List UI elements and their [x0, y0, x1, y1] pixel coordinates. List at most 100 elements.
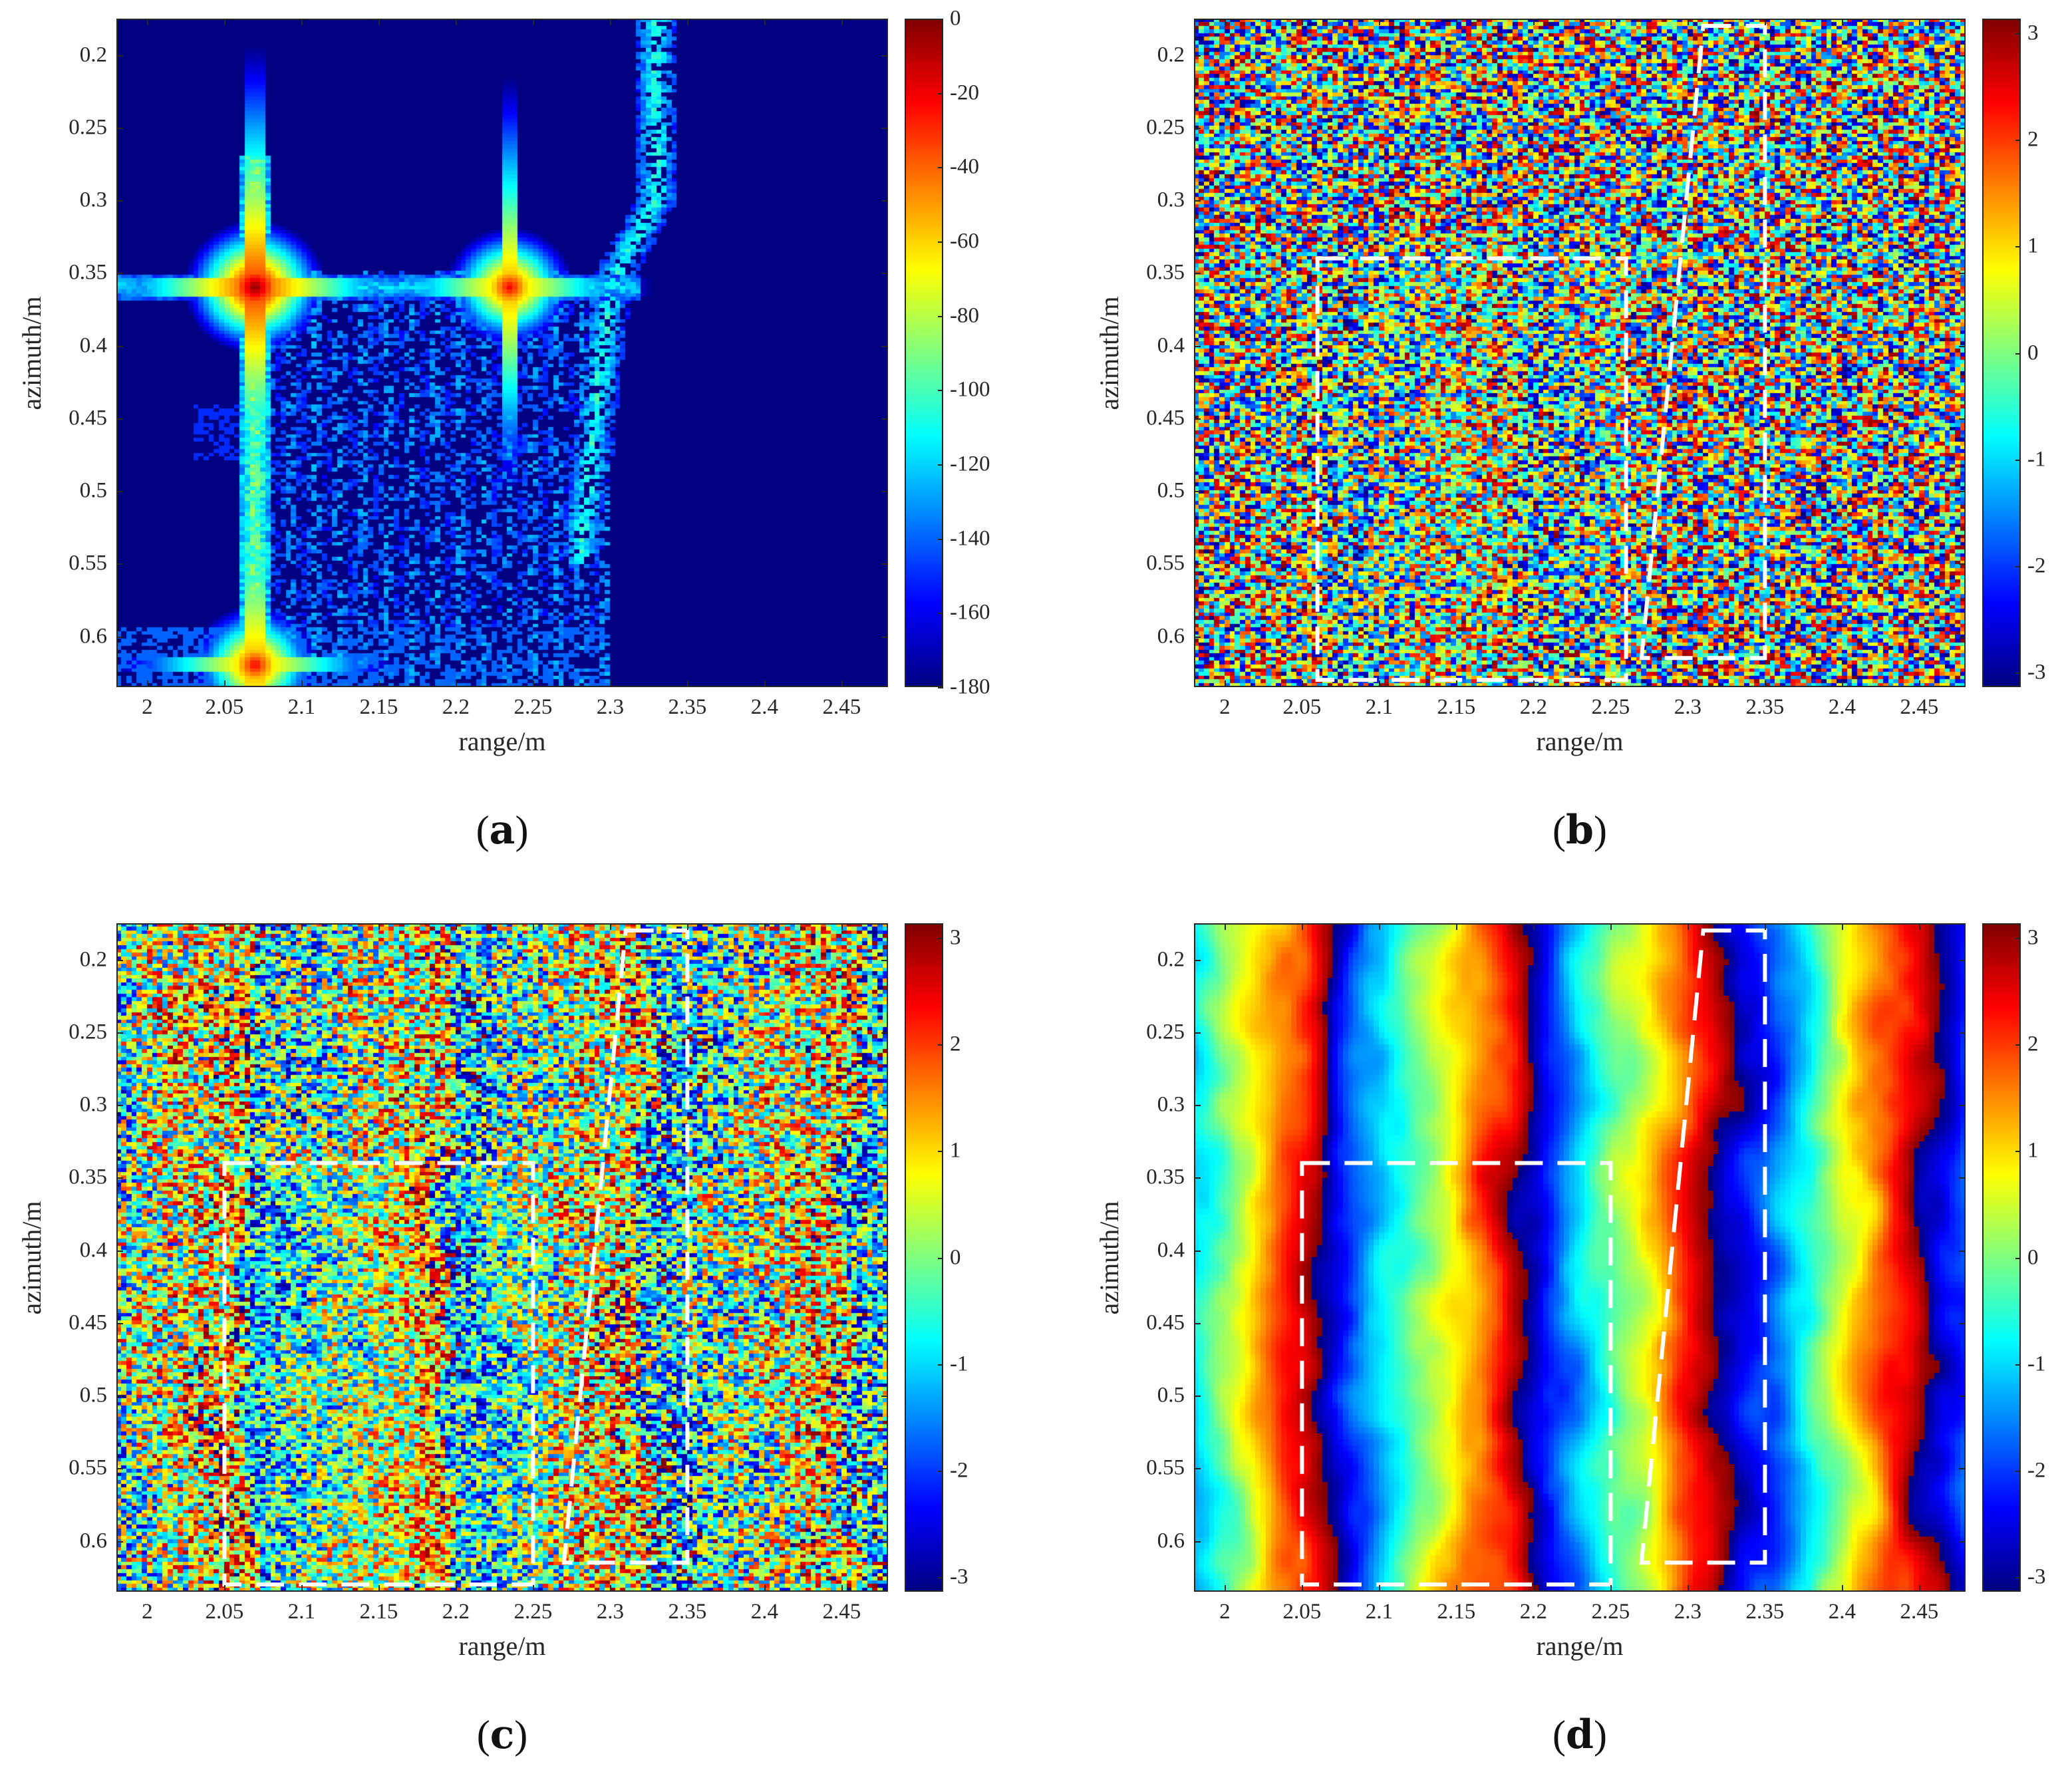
colorbar-tick-label: 1: [950, 1138, 961, 1163]
tick-mark: [1959, 200, 1966, 202]
tick-mark: [2015, 140, 2021, 142]
heatmap-phase-filtered: [116, 923, 888, 1592]
tick-mark: [2015, 1151, 2021, 1153]
x-tick-label: 2.15: [359, 1600, 398, 1624]
colorbar-tick-label: 3: [950, 925, 961, 950]
colorbar-tick-label: 0: [950, 6, 961, 31]
colorbar-tick-label: 3: [2027, 925, 2039, 950]
tick-mark: [938, 1044, 943, 1046]
tick-mark: [533, 1585, 535, 1592]
tick-mark: [938, 938, 943, 940]
tick-mark: [881, 1322, 888, 1324]
tick-mark: [301, 923, 303, 930]
tick-mark: [116, 491, 123, 493]
tick-mark: [1919, 923, 1921, 930]
tick-mark: [1959, 1468, 1966, 1470]
tick-mark: [2015, 353, 2021, 355]
tick-mark: [2015, 1576, 2021, 1578]
x-tick-label: 2.3: [1674, 695, 1702, 719]
colorbar-tick-label: -2: [950, 1458, 968, 1483]
colorbar-frame: [905, 19, 943, 687]
tick-mark: [116, 1468, 123, 1470]
tick-mark: [1379, 1585, 1381, 1592]
tick-mark: [456, 923, 458, 930]
y-tick-label: 0.25: [69, 115, 107, 140]
panel-caption-letter: a: [489, 807, 516, 853]
tick-mark: [1194, 636, 1201, 638]
y-tick-label: 0.25: [1146, 115, 1185, 140]
tick-mark: [687, 1585, 689, 1592]
y-tick-label: 0.25: [69, 1020, 107, 1044]
tick-mark: [116, 345, 123, 347]
x-tick-label: 2.4: [750, 1600, 779, 1624]
tick-mark: [881, 491, 888, 493]
tick-mark: [147, 19, 149, 25]
y-tick-label: 0.45: [69, 406, 107, 430]
tick-mark: [1959, 959, 1966, 961]
tick-mark: [1610, 19, 1612, 25]
tick-mark: [2015, 246, 2021, 248]
tick-mark: [881, 273, 888, 275]
colorbar-tick-label: -180: [950, 674, 990, 699]
tick-mark: [881, 200, 888, 202]
x-tick-label: 2.2: [1519, 695, 1548, 719]
tick-mark: [1959, 273, 1966, 275]
tick-mark: [1194, 200, 1201, 202]
tick-mark: [881, 1541, 888, 1543]
x-tick-label: 2.25: [514, 1600, 553, 1624]
colorbar-tick-label: 2: [2027, 1032, 2039, 1056]
tick-mark: [147, 680, 149, 687]
tick-mark: [687, 680, 689, 687]
tick-mark: [378, 923, 380, 930]
y-tick-label: 0.6: [79, 1529, 107, 1553]
tick-mark: [116, 1322, 123, 1324]
tick-mark: [2015, 1470, 2021, 1472]
tick-mark: [1842, 680, 1844, 687]
tick-mark: [881, 55, 888, 57]
tick-mark: [1959, 636, 1966, 638]
x-tick-label: 2.05: [1282, 1600, 1322, 1624]
tick-mark: [881, 1396, 888, 1398]
y-tick-label: 0.2: [1157, 43, 1185, 67]
tick-mark: [764, 923, 766, 930]
tick-mark: [1919, 680, 1921, 687]
tick-mark: [2015, 565, 2021, 567]
y-tick-label: 0.5: [1157, 478, 1185, 503]
colorbar-tick-label: -2: [2027, 1458, 2046, 1483]
tick-mark: [938, 92, 943, 94]
colorbar-tick-label: 0: [2027, 341, 2039, 365]
tick-mark: [116, 959, 123, 961]
tick-mark: [224, 1585, 226, 1592]
heatmap-image: [116, 923, 888, 1592]
y-tick-label: 0.4: [1157, 1238, 1185, 1262]
tick-mark: [610, 680, 612, 687]
tick-mark: [687, 923, 689, 930]
colorbar-tick-label: -60: [950, 229, 979, 253]
tick-mark: [2015, 1257, 2021, 1259]
x-tick-label: 2.4: [1828, 695, 1856, 719]
y-tick-label: 0.5: [79, 478, 107, 503]
colorbar-tick-label: 1: [2027, 1138, 2039, 1163]
tick-mark: [116, 1396, 123, 1398]
tick-mark: [116, 127, 123, 129]
x-tick-label: 2.3: [596, 695, 625, 719]
tick-mark: [116, 55, 123, 57]
x-tick-label: 2: [142, 1600, 153, 1624]
tick-mark: [1194, 1396, 1201, 1398]
tick-mark: [1225, 680, 1227, 687]
tick-mark: [1302, 19, 1304, 25]
tick-mark: [1194, 1468, 1201, 1470]
panel-a: azimuth/m range/m (a) 2 2.05 2.1 2.15 2.2 2.2…: [0, 0, 994, 868]
tick-mark: [1225, 1585, 1227, 1592]
tick-mark: [2015, 33, 2021, 35]
tick-mark: [610, 19, 612, 25]
x-tick-label: 2.35: [1745, 695, 1785, 719]
tick-mark: [1194, 491, 1201, 493]
tick-mark: [1194, 1105, 1201, 1107]
y-tick-label: 0.35: [69, 1165, 107, 1189]
tick-mark: [1610, 1585, 1612, 1592]
tick-mark: [1919, 19, 1921, 25]
tick-mark: [1225, 923, 1227, 930]
heatmap-image: [116, 19, 888, 687]
tick-mark: [881, 127, 888, 129]
